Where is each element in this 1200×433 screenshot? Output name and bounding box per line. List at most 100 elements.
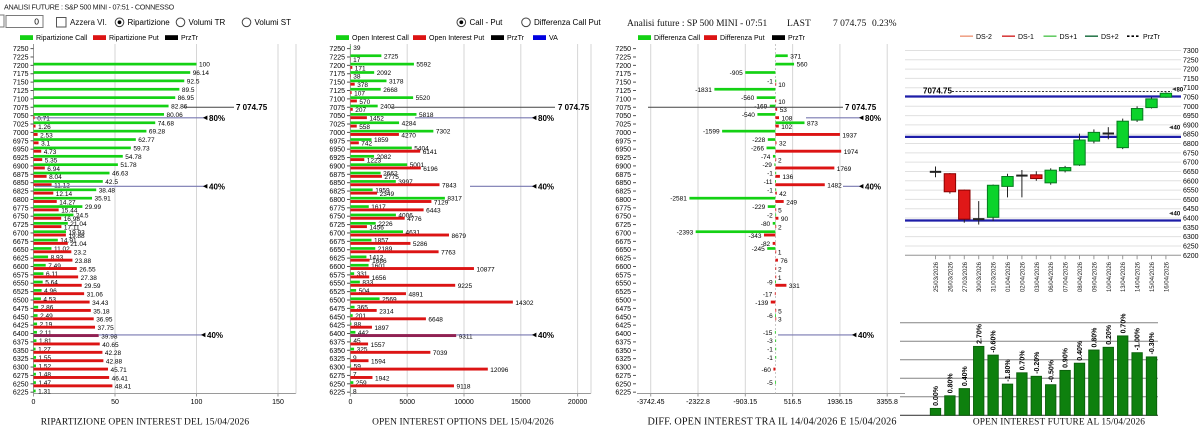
svg-text:92.5: 92.5: [187, 78, 200, 85]
svg-text:0.80%: 0.80%: [948, 373, 955, 394]
svg-text:6800: 6800: [1183, 141, 1199, 148]
svg-text:100: 100: [191, 399, 203, 406]
svg-text:6475: 6475: [329, 306, 345, 313]
svg-text:6850: 6850: [1183, 132, 1199, 139]
svg-text:6875: 6875: [615, 172, 631, 179]
svg-text:7129: 7129: [434, 199, 449, 206]
svg-text:7300: 7300: [1183, 48, 1199, 55]
svg-text:6975: 6975: [329, 138, 345, 145]
svg-text:6675: 6675: [13, 239, 29, 246]
svg-text:6250: 6250: [329, 381, 345, 388]
svg-text:26/03/2026: 26/03/2026: [948, 261, 954, 292]
svg-text:2: 2: [778, 266, 782, 273]
svg-text:3178: 3178: [389, 78, 404, 85]
svg-text:16/04/2026: 16/04/2026: [1164, 261, 1170, 292]
svg-text:76: 76: [780, 258, 788, 265]
svg-text:7050: 7050: [615, 113, 631, 120]
svg-text:27/03/2026: 27/03/2026: [963, 261, 969, 292]
svg-text:7125: 7125: [13, 88, 29, 95]
svg-text:7175: 7175: [13, 71, 29, 78]
svg-text:6750: 6750: [13, 214, 29, 221]
svg-text:-343: -343: [748, 233, 761, 240]
svg-text:1: 1: [778, 250, 782, 257]
svg-text:02/04/2026: 02/04/2026: [1020, 261, 1026, 292]
svg-text:ANALISI FUTURE : S&P 500 MINI: ANALISI FUTURE : S&P 500 MINI - 07:51 - …: [4, 3, 175, 12]
svg-text:0.40%: 0.40%: [1077, 340, 1084, 361]
svg-text:8: 8: [353, 389, 357, 396]
svg-text:-1: -1: [767, 78, 773, 85]
svg-text:371: 371: [790, 53, 801, 60]
svg-text:DS-1: DS-1: [1018, 34, 1034, 41]
svg-text:6141: 6141: [423, 149, 438, 156]
svg-text:6550: 6550: [615, 281, 631, 288]
svg-text:-229: -229: [752, 204, 765, 211]
svg-text:6625: 6625: [329, 256, 345, 263]
svg-text:0: 0: [34, 17, 39, 27]
svg-text:6500: 6500: [1183, 197, 1199, 204]
svg-text:-15: -15: [763, 330, 773, 337]
svg-text:6700: 6700: [1183, 160, 1199, 167]
svg-text:7025: 7025: [329, 122, 345, 129]
svg-text:6600: 6600: [1183, 178, 1199, 185]
svg-text:6325: 6325: [329, 356, 345, 363]
svg-text:6900: 6900: [329, 163, 345, 170]
svg-text:-903.15: -903.15: [733, 399, 757, 406]
svg-text:Open Interest Call: Open Interest Call: [352, 35, 409, 42]
svg-text:-80: -80: [761, 221, 771, 228]
svg-text:1859: 1859: [374, 137, 389, 144]
svg-text:102: 102: [781, 124, 792, 131]
svg-text:7000: 7000: [329, 130, 345, 137]
svg-text:23.88: 23.88: [75, 258, 92, 265]
svg-text:VA: VA: [549, 35, 558, 42]
svg-text:-266: -266: [751, 146, 764, 153]
svg-text:6400: 6400: [13, 331, 29, 338]
svg-text:DIFF. OPEN INTEREST TRA IL 14/: DIFF. OPEN INTEREST TRA IL 14/04/2026 E …: [647, 417, 896, 428]
svg-text:6500: 6500: [329, 298, 345, 305]
svg-text:5592: 5592: [416, 62, 431, 69]
svg-text:42.5: 42.5: [105, 179, 118, 186]
svg-text:14302: 14302: [515, 300, 533, 307]
svg-text:-139: -139: [755, 300, 768, 307]
svg-text:7074.75: 7074.75: [923, 87, 952, 96]
svg-text:48.41: 48.41: [115, 384, 132, 391]
svg-text:OPEN INTEREST OPTIONS DEL 15/0: OPEN INTEREST OPTIONS DEL 15/04/2026: [372, 418, 554, 428]
svg-text:7843: 7843: [442, 183, 457, 190]
svg-text:6400: 6400: [615, 331, 631, 338]
svg-text:5520: 5520: [416, 95, 431, 102]
svg-text:6775: 6775: [13, 205, 29, 212]
svg-text:-2393: -2393: [677, 229, 694, 236]
svg-text:0: 0: [32, 399, 36, 406]
svg-text:6250: 6250: [13, 381, 29, 388]
svg-text:0.80%: 0.80%: [1092, 327, 1099, 348]
svg-text:6700: 6700: [13, 231, 29, 238]
svg-text:PrzTr: PrzTr: [1143, 34, 1161, 41]
svg-text:7150: 7150: [13, 80, 29, 87]
svg-text:21.04: 21.04: [70, 241, 87, 248]
svg-text:1594: 1594: [371, 359, 386, 366]
svg-text:32: 32: [779, 141, 787, 148]
svg-text:Open Interest Put: Open Interest Put: [429, 35, 484, 42]
svg-text:01/04/2026: 01/04/2026: [1006, 261, 1012, 292]
svg-text:53: 53: [780, 107, 788, 114]
svg-text:6550: 6550: [1183, 188, 1199, 195]
svg-text:6650: 6650: [1183, 169, 1199, 176]
svg-text:09/04/2026: 09/04/2026: [1092, 261, 1098, 292]
svg-text:-0.20%: -0.20%: [1034, 351, 1041, 374]
svg-text:-29: -29: [762, 162, 772, 169]
svg-text:6850: 6850: [615, 180, 631, 187]
svg-text:-2322.8: -2322.8: [686, 399, 710, 406]
svg-text:-1: -1: [767, 355, 773, 362]
svg-text:6575: 6575: [329, 272, 345, 279]
svg-text:40%: 40%: [858, 331, 874, 340]
svg-text:6375: 6375: [329, 339, 345, 346]
svg-text:7075: 7075: [329, 105, 345, 112]
svg-text:-0.60%: -0.60%: [991, 330, 998, 353]
svg-text:8679: 8679: [452, 233, 467, 240]
svg-text:6650: 6650: [615, 247, 631, 254]
svg-text:6725: 6725: [615, 222, 631, 229]
svg-text:516.5: 516.5: [784, 399, 802, 406]
svg-text:54.78: 54.78: [125, 154, 142, 161]
svg-text:-228: -228: [752, 137, 765, 144]
svg-text:37.75: 37.75: [98, 325, 115, 332]
svg-text:2668: 2668: [383, 87, 398, 94]
